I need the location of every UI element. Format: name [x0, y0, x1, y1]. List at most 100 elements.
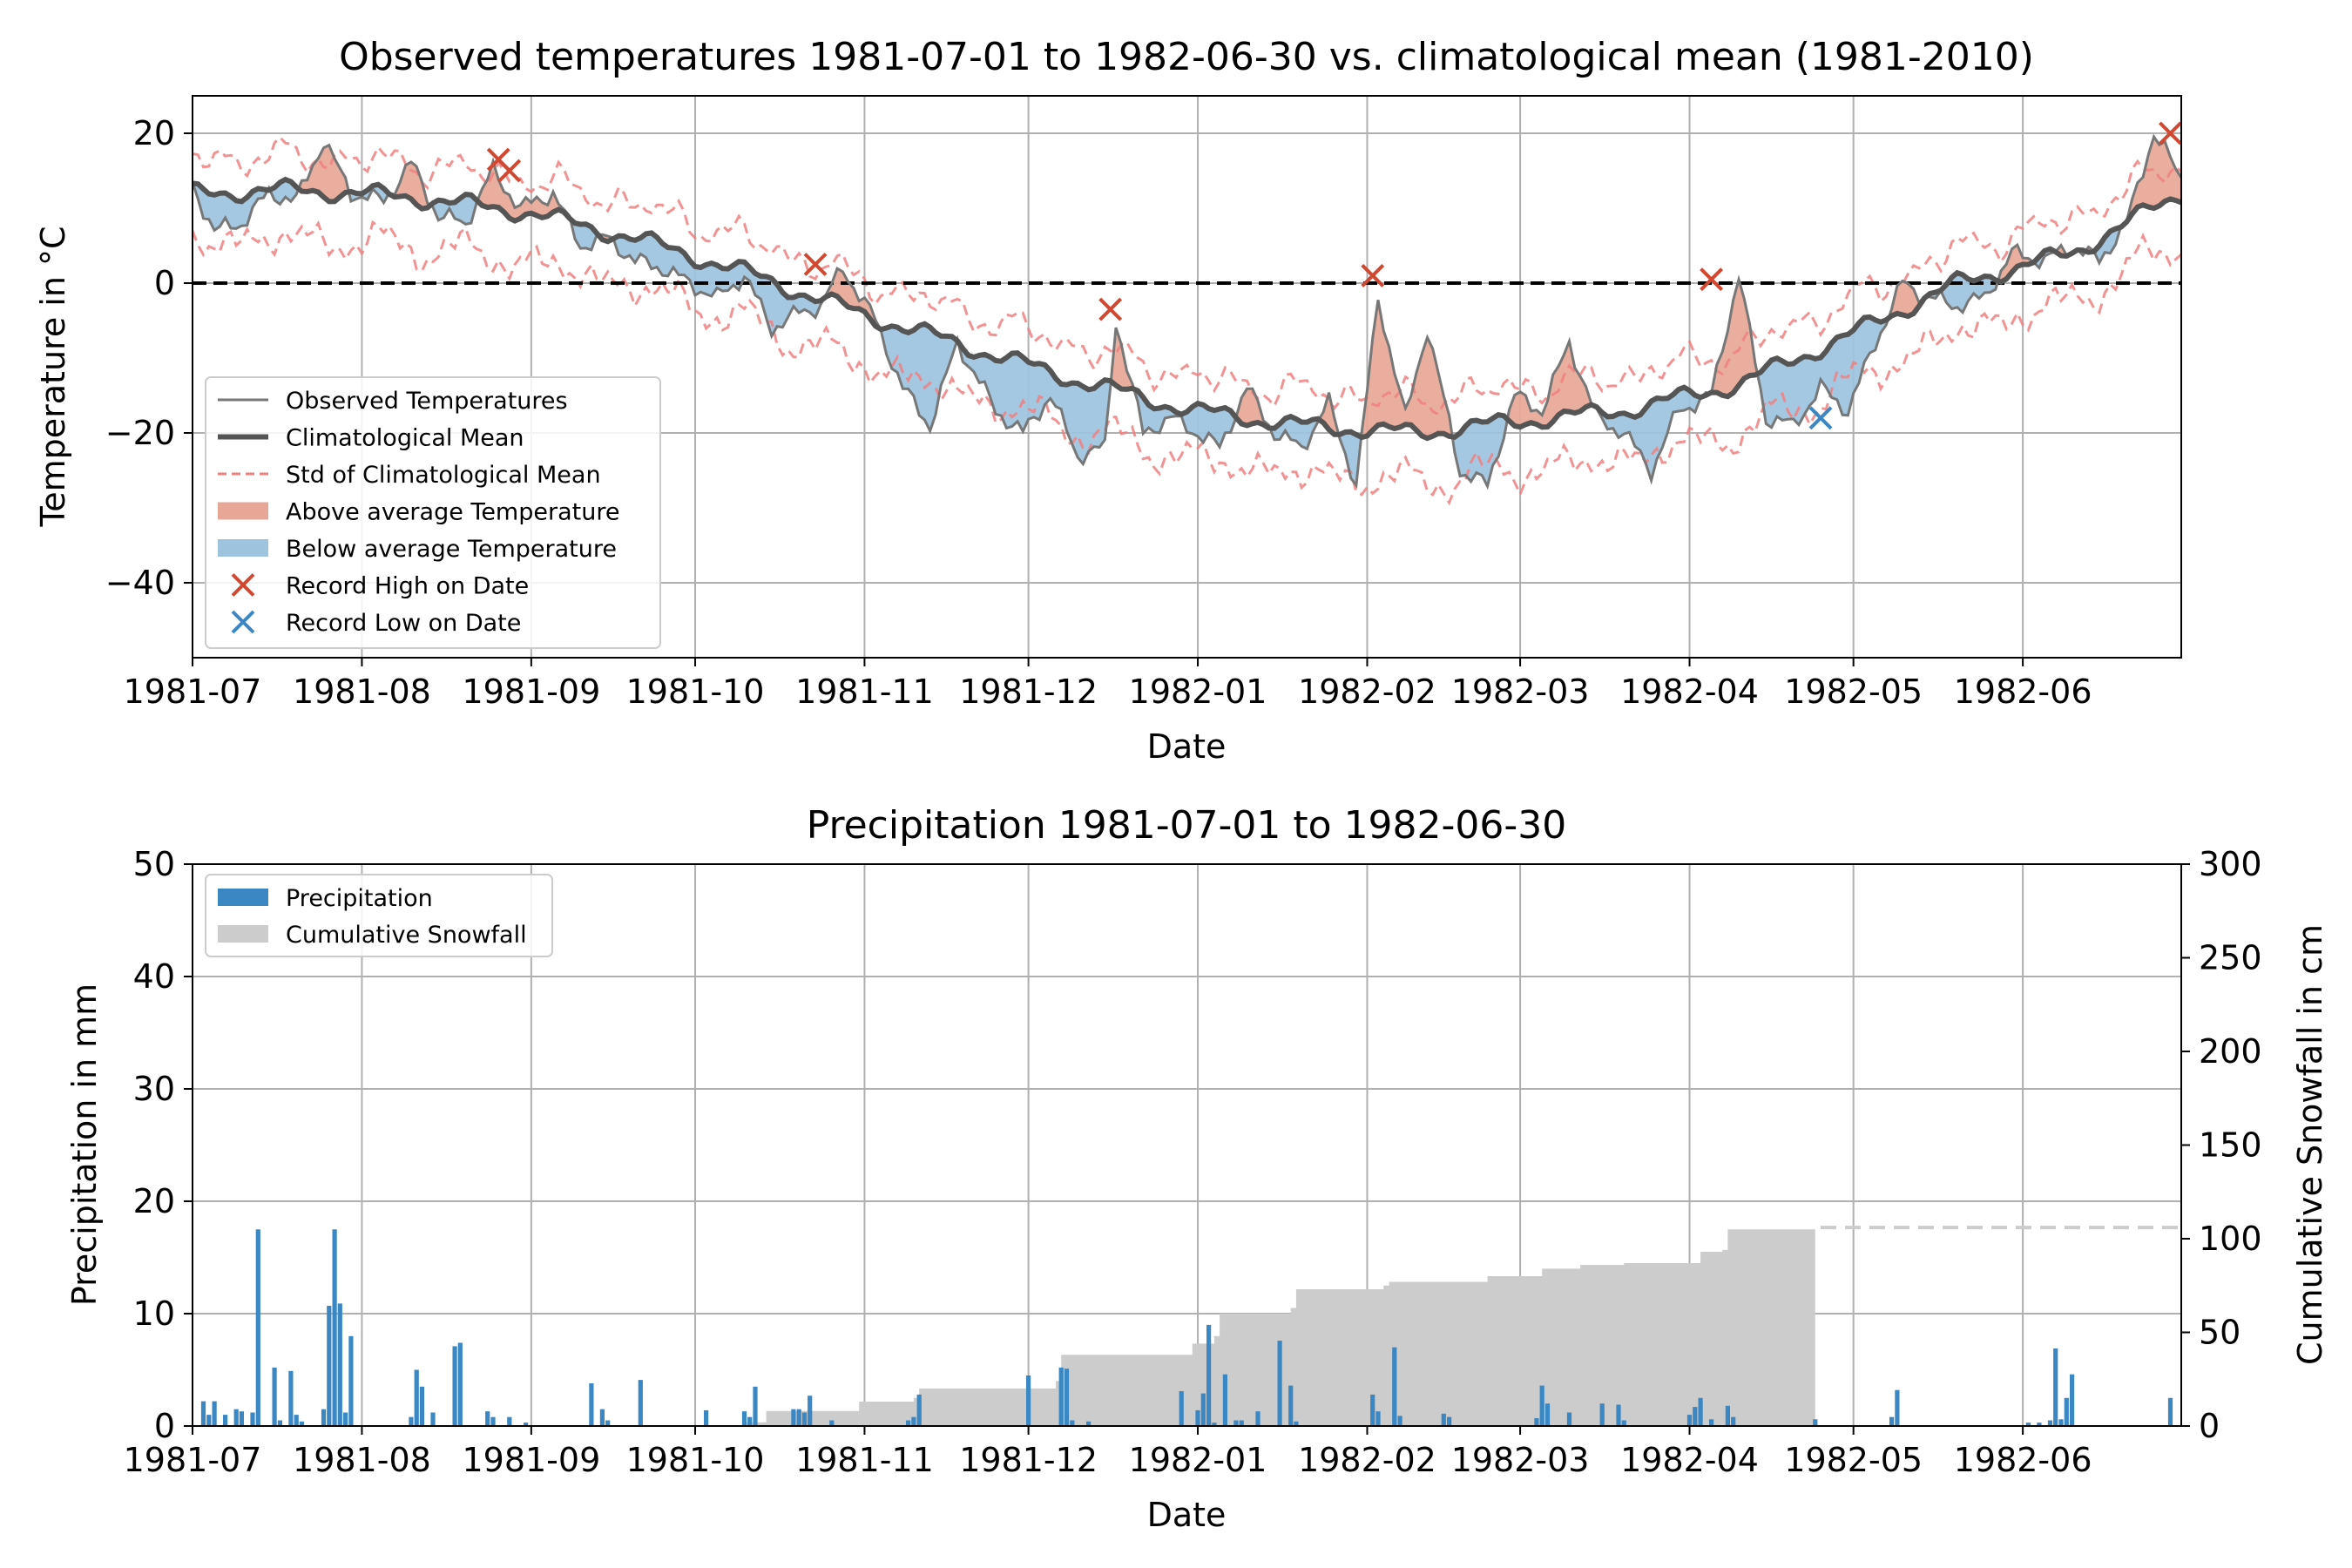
legend-entry-record-low: Record Low on Date	[231, 610, 521, 637]
precipitation-bar	[1566, 1412, 1572, 1426]
precipitation-bar	[490, 1416, 496, 1426]
temperature-axes-frame	[192, 95, 2182, 659]
precipitation-panel: Precipitation 1981-07-01 to 1982-06-30 1…	[65, 803, 2329, 1534]
precipitation-bar	[911, 1416, 916, 1426]
record-low-marker	[1808, 406, 1833, 430]
precipitation-bar	[1686, 1415, 1693, 1426]
precipitation-bar	[337, 1303, 342, 1426]
precipitation-bar	[272, 1367, 277, 1426]
precipitation-bar	[327, 1306, 332, 1426]
above-average-fill	[2120, 137, 2181, 227]
precipitation-bar	[2047, 1420, 2053, 1426]
y-tick-label: −20	[105, 414, 175, 452]
x-tick-label: 1981-08	[293, 1441, 431, 1479]
precipitation-legend: Precipitation Cumulative Snowfall	[205, 874, 553, 957]
x-tick-label: 1982-01	[1129, 1441, 1267, 1479]
record-high-marker	[497, 159, 522, 183]
precipitation-bar	[1889, 1416, 1895, 1426]
precipitation-bar	[1233, 1420, 1239, 1426]
temperature-y-axis-label: Temperature in °C	[34, 226, 72, 527]
x-tick-label: 1982-02	[1298, 1441, 1436, 1479]
precipitation-bar	[1544, 1403, 1551, 1426]
temperature-legend-box	[205, 376, 661, 649]
precipitation-bars	[200, 1229, 2173, 1426]
x-tick-label: 1982-06	[1954, 672, 2092, 711]
observed-temperature-line	[193, 133, 2181, 490]
precipitation-bar	[1693, 1407, 1698, 1426]
precipitation-bar	[741, 1411, 747, 1426]
precipitation-bar	[1813, 1419, 1818, 1426]
precipitation-bar	[1539, 1385, 1544, 1426]
x-tick-label: 1982-05	[1784, 1441, 1923, 1479]
precipitation-bar	[1447, 1416, 1452, 1426]
precipitation-bar	[233, 1409, 239, 1426]
temperature-legend: Observed Temperatures Climatological Mean…	[205, 376, 661, 649]
precipitation-bar	[343, 1412, 348, 1426]
precipitation-bar	[1441, 1413, 1446, 1426]
precipitation-bar	[1277, 1341, 1282, 1426]
precipitation-bar	[524, 1423, 529, 1426]
precipitation-bar	[2037, 1423, 2042, 1426]
precipitation-bar	[1375, 1411, 1381, 1426]
y-tick-label: 0	[154, 264, 175, 302]
precipitation-bar	[605, 1420, 611, 1426]
temperature-series	[193, 133, 2181, 506]
below-average-fill	[1452, 415, 1508, 487]
legend-swatch	[218, 889, 268, 906]
precipitation-bar	[332, 1229, 337, 1426]
precipitation-bar	[753, 1386, 758, 1426]
legend-entry-mean: Climatological Mean	[218, 425, 524, 452]
precipitation-bar	[1370, 1394, 1375, 1426]
std-lower-line	[193, 220, 2181, 506]
precipitation-bar	[1195, 1409, 1200, 1426]
precipitation-bar	[796, 1409, 801, 1426]
legend-swatch	[218, 502, 268, 520]
y-tick-label: 20	[133, 1182, 175, 1220]
precipitation-bar	[239, 1411, 244, 1426]
record-high-marker	[1361, 263, 1385, 287]
precipitation-bar	[2053, 1348, 2058, 1426]
precipitation-bar	[1534, 1418, 1539, 1426]
legend-label: Cumulative Snowfall	[286, 922, 527, 949]
precipitation-bar	[1026, 1375, 1031, 1426]
x-tick-label: 1981-11	[795, 1441, 934, 1479]
snowfall-y-ticks: 0 50 100 150 200 250 300	[2181, 845, 2262, 1445]
record-high-marker	[1700, 267, 1724, 292]
precipitation-bar	[348, 1335, 354, 1426]
below-average-fill	[957, 341, 1112, 464]
precipitation-bar	[747, 1416, 753, 1426]
precipitation-bar	[1086, 1421, 1092, 1426]
precipitation-series	[200, 1226, 2181, 1426]
x-tick-label: 1982-06	[1954, 1441, 2092, 1479]
above-average-fill	[389, 162, 431, 209]
legend-label: Precipitation	[286, 885, 433, 912]
precipitation-bar	[1064, 1369, 1070, 1426]
precipitation-bar	[223, 1415, 228, 1426]
legend-entry-below: Below average Temperature	[218, 536, 617, 563]
precipitation-bar	[1709, 1419, 1714, 1426]
cumulative-snowfall-area	[695, 1227, 1815, 1426]
legend-label: Record High on Date	[286, 573, 529, 600]
above-average-fill	[824, 268, 881, 329]
precipitation-bar	[1397, 1416, 1402, 1426]
legend-label: Climatological Mean	[286, 425, 524, 452]
legend-swatch	[218, 539, 268, 557]
legend-entry-area: Cumulative Snowfall	[218, 922, 527, 949]
precipitation-bar	[704, 1409, 709, 1426]
above-average-fill	[1997, 245, 2034, 282]
y-tick-label: −40	[105, 564, 175, 602]
precipitation-y-axis-label: Precipitation in mm	[65, 983, 104, 1306]
temperature-x-ticks: 1981-07 1981-08 1981-09 1981-10 1981-11 1981-…	[124, 658, 2092, 711]
precipitation-bar	[589, 1383, 594, 1426]
x-tick-label: 1981-09	[462, 1441, 600, 1479]
precipitation-bar	[255, 1229, 260, 1426]
precipitation-bar	[299, 1421, 304, 1426]
x-tick-label: 1981-10	[626, 672, 765, 711]
precipitation-bar	[1392, 1347, 1397, 1426]
precipitation-bar	[906, 1420, 911, 1426]
y-tick-label: 50	[133, 845, 175, 883]
precipitation-bar	[1070, 1420, 1075, 1426]
precipitation-bar	[1725, 1405, 1730, 1426]
y2-tick-label: 200	[2199, 1032, 2262, 1071]
